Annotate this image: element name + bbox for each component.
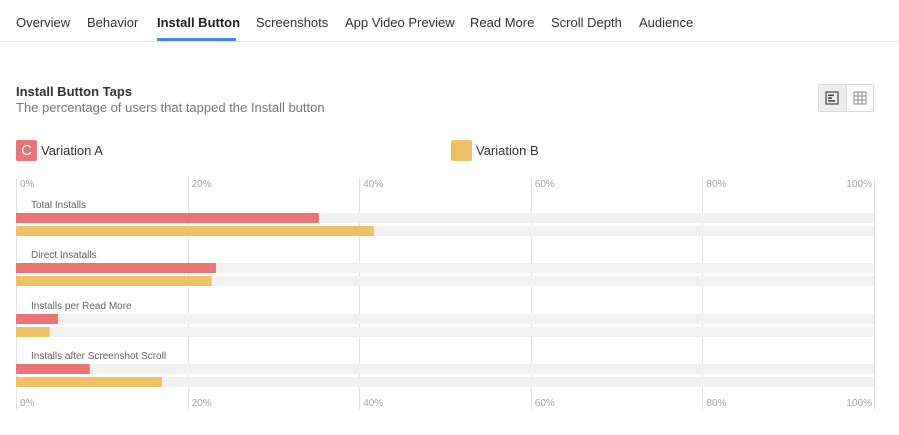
view-toggle bbox=[818, 84, 874, 112]
bar-track bbox=[16, 377, 874, 387]
x-tick-label-top: 40% bbox=[363, 179, 383, 190]
bar-variation-b bbox=[16, 226, 374, 236]
table-view-button[interactable] bbox=[847, 85, 874, 111]
x-tick-label-bottom: 60% bbox=[535, 398, 555, 409]
tab-read-more[interactable]: Read More bbox=[470, 15, 535, 30]
bar-track bbox=[16, 263, 874, 273]
table-view-icon bbox=[853, 91, 867, 105]
bar-variation-a bbox=[16, 364, 90, 374]
x-tick-label-bottom: 80% bbox=[706, 398, 726, 409]
chart-title: Install Button Taps bbox=[16, 84, 133, 99]
bar-variation-a bbox=[16, 213, 319, 223]
legend-item-variation-b[interactable]: Variation B bbox=[451, 139, 539, 161]
category-label: Installs per Read More bbox=[31, 301, 132, 312]
x-tick-label-top: 60% bbox=[535, 179, 555, 190]
bar-chart-view-button[interactable] bbox=[819, 85, 847, 111]
category-label: Installs after Screenshot Scroll bbox=[31, 351, 166, 362]
legend-swatch-variation-a: C bbox=[16, 139, 37, 161]
bar-variation-b bbox=[16, 377, 162, 387]
bar-track bbox=[16, 314, 874, 324]
tab-bar: Overview Behavior Install Button Screenshot… bbox=[0, 0, 899, 42]
legend-label-variation-b: Variation B bbox=[476, 142, 539, 158]
legend-label-variation-a: Variation A bbox=[41, 142, 103, 158]
bar-variation-b bbox=[16, 327, 50, 337]
bar-track bbox=[16, 213, 874, 223]
x-tick-label-top: 80% bbox=[706, 179, 726, 190]
tab-app-video-preview[interactable]: App Video Preview bbox=[345, 15, 455, 30]
bar-variation-b bbox=[16, 276, 212, 286]
bar-track bbox=[16, 226, 874, 236]
category-label: Direct Ins​atalls bbox=[31, 250, 97, 261]
bar-track bbox=[16, 364, 874, 374]
category-label: Total Installs bbox=[31, 200, 86, 211]
x-tick-label-bottom: 20% bbox=[192, 398, 212, 409]
bar-track bbox=[16, 276, 874, 286]
tab-overview[interactable]: Overview bbox=[16, 15, 71, 30]
x-tick-label-top: 100% bbox=[846, 179, 872, 190]
tab-install-button[interactable]: Install Button bbox=[157, 15, 241, 30]
x-tick-label-top: 0% bbox=[20, 179, 35, 190]
tab-scroll-depth[interactable]: Scroll Depth bbox=[551, 15, 622, 30]
x-tick-label-bottom: 100% bbox=[846, 398, 872, 409]
active-tab-underline bbox=[157, 38, 236, 41]
bar-track bbox=[16, 327, 874, 337]
bar-variation-a bbox=[16, 263, 216, 273]
tab-audience[interactable]: Audience bbox=[639, 15, 694, 30]
bar-chart-view-icon bbox=[825, 91, 839, 105]
x-tick-label-bottom: 40% bbox=[363, 398, 383, 409]
x-tick-label-bottom: 0% bbox=[20, 398, 35, 409]
tab-behavior[interactable]: Behavior bbox=[87, 15, 139, 30]
legend-swatch-variation-b bbox=[451, 139, 472, 161]
tab-screenshots[interactable]: Screenshots bbox=[256, 15, 329, 30]
x-tick-label-top: 20% bbox=[192, 179, 212, 190]
legend-item-variation-a[interactable]: C Variation A bbox=[16, 139, 103, 161]
bar-variation-a bbox=[16, 314, 59, 324]
chart-subtitle: The percentage of users that tapped the … bbox=[16, 100, 325, 115]
